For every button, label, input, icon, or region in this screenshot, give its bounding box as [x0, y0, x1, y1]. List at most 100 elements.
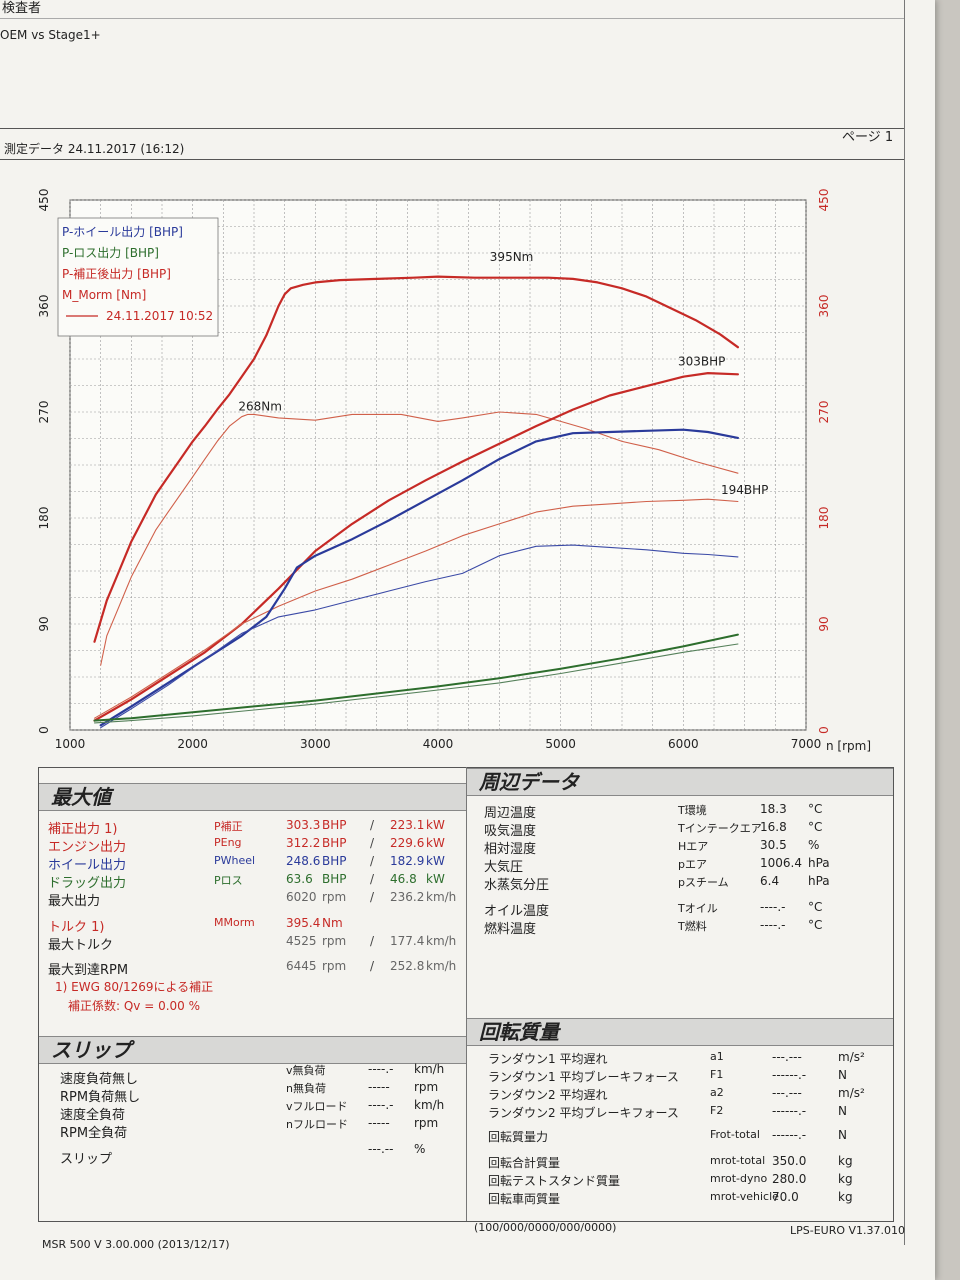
x-tick-label: 5000 — [545, 737, 576, 751]
ambient-row-unit: °C — [808, 802, 823, 816]
ambient-row-label: 燃料温度 — [484, 922, 537, 937]
footer-version: LPS-EURO V1.37.010 — [790, 1224, 906, 1237]
max-row-unit2: kW — [426, 854, 445, 868]
max-row-label: トルク 1) — [48, 920, 105, 935]
x-tick-label: 6000 — [668, 737, 699, 751]
rotation-row-label: 回転質量力 — [488, 1130, 549, 1144]
y-right-tick-label: 360 — [817, 295, 831, 318]
annotation-label: 303BHP — [678, 355, 725, 369]
y-right-tick-label: 90 — [817, 616, 831, 631]
max-row-value2: 177.4 — [390, 934, 425, 948]
slip-row-label: RPM負荷無し — [60, 1090, 141, 1105]
max-row-unit2: kW — [426, 836, 445, 850]
x-tick-label: 7000 — [791, 737, 822, 751]
max-row-value2: 229.6 — [390, 836, 425, 850]
slip-row-value: ----- — [368, 1116, 390, 1130]
report-title: OEM vs Stage1+ — [0, 28, 101, 42]
max-row-value2: 46.8 — [390, 872, 417, 886]
max-row-sep: / — [370, 818, 375, 832]
max-row-symbol: Pロス — [214, 874, 243, 887]
rotation-row-label: 回転合計質量 — [488, 1156, 561, 1170]
rotation-row-value: 280.0 — [772, 1172, 807, 1186]
max-row-label: 最大到達RPM — [48, 963, 129, 978]
max-row-label: ホイール出力 — [48, 858, 127, 873]
max-row-sep: / — [370, 890, 375, 904]
max-row-label: ドラッグ出力 — [48, 876, 127, 891]
legend-entry: P-ロス出力 [BHP] — [62, 246, 159, 260]
max-row-value2: 252.8 — [390, 959, 425, 973]
footnote-correction: 1) EWG 80/1269による補正 — [55, 980, 214, 994]
ambient-row-unit: hPa — [808, 856, 830, 870]
ambient-row-label: 周辺温度 — [484, 806, 537, 821]
ambient-row-unit: °C — [808, 900, 823, 914]
rotation-row-label: ランダウン2 平均ブレーキフォース — [488, 1106, 679, 1120]
series-line-5 — [99, 428, 740, 727]
slip-row-unit: km/h — [414, 1098, 445, 1112]
ambient-row-value: 16.8 — [760, 820, 787, 834]
slip-row-unit: km/h — [414, 1062, 445, 1076]
rotation-row-unit: kg — [838, 1172, 853, 1186]
rotation-row-label: ランダウン2 平均遅れ — [488, 1088, 608, 1102]
footer-code: (100/000/0000/000/0000) — [474, 1221, 617, 1234]
max-row-symbol: P補正 — [214, 820, 243, 833]
max-row-value1: 6445 — [286, 959, 317, 973]
ambient-row-value: 6.4 — [760, 874, 780, 888]
measurement-label: 測定データ 24.11.2017 (16:12) — [4, 142, 185, 156]
slip-row-value: ----.- — [368, 1062, 394, 1076]
slip-row-unit: rpm — [414, 1080, 439, 1094]
ambient-row-label: 吸気温度 — [484, 824, 537, 839]
rotation-row-value: ------.- — [772, 1068, 807, 1082]
x-tick-label: 4000 — [423, 737, 454, 751]
ambient-row-label: 相対湿度 — [484, 842, 537, 857]
max-row-label: 最大トルク — [48, 938, 114, 953]
power-torque-chart: 1000 2000 3000 4000 5000 6000 7000 n [rpm] 0 90 18… — [37, 189, 871, 753]
y-left-tick-label: 360 — [37, 295, 51, 318]
rotation-row-unit: N — [838, 1068, 847, 1082]
max-row-value1: 248.6 — [286, 854, 321, 868]
slip-row-value: ---.-- — [368, 1142, 394, 1156]
rotation-row-label: 回転テストスタンド質量 — [488, 1174, 621, 1188]
rotation-row-symbol: Frot-total — [710, 1128, 760, 1141]
y-left-tick-label: 270 — [37, 401, 51, 424]
max-row-value2: 223.1 — [390, 818, 425, 832]
x-tick-label: 1000 — [55, 737, 86, 751]
max-row-value1: 312.2 — [286, 836, 321, 850]
ambient-row-label: オイル温度 — [484, 904, 550, 919]
rotation-row-value: ---.--- — [772, 1050, 802, 1064]
rotation-row-label: ランダウン1 平均遅れ — [488, 1052, 608, 1066]
max-row-unit2: km/h — [426, 890, 457, 904]
ambient-row-value: ----.- — [760, 900, 786, 914]
ambient-title: 周辺データ — [467, 768, 893, 796]
slip-row-symbol: n無負荷 — [286, 1082, 326, 1095]
ambient-row-value: 1006.4 — [760, 856, 802, 870]
max-row-unit2: kW — [426, 818, 445, 832]
slip-title: スリップ — [39, 1036, 466, 1064]
rotation-row-value: 350.0 — [772, 1154, 807, 1168]
series-line-4 — [93, 498, 739, 719]
legend-entry: P-補正後出力 [BHP] — [62, 267, 171, 281]
y-right-tick-label: 270 — [817, 401, 831, 424]
rotation-row-symbol: a2 — [710, 1086, 724, 1099]
rotation-row-symbol: mrot-dyno — [710, 1172, 768, 1185]
max-row-sep: / — [370, 959, 375, 973]
ambient-row-unit: % — [808, 838, 820, 852]
max-row-unit1: BHP — [322, 854, 347, 868]
max-row-symbol: PWheel — [214, 854, 256, 867]
slip-row-label: スリップ — [60, 1152, 113, 1167]
ambient-row-symbol: Hエア — [678, 840, 709, 853]
series-line-1 — [93, 275, 740, 643]
max-row-value1: 63.6 — [286, 872, 313, 886]
report-sheet: 検査者 OEM vs Stage1+ 測定データ 24.11.2017 (16:… — [0, 0, 935, 1280]
rotation-row-unit: N — [838, 1128, 847, 1142]
rotation-row-unit: N — [838, 1104, 847, 1118]
series-line-3 — [93, 372, 740, 722]
y-left-tick-label: 0 — [37, 726, 51, 734]
slip-row-symbol: vフルロード — [286, 1100, 348, 1113]
slip-row-symbol: nフルロード — [286, 1118, 348, 1131]
ambient-row-value: ----.- — [760, 918, 786, 932]
rotation-row-symbol: F1 — [710, 1068, 724, 1081]
series-line-8 — [93, 643, 739, 724]
max-row-unit2: km/h — [426, 959, 457, 973]
slip-row-label: 速度負荷無し — [60, 1072, 139, 1087]
max-row-value1: 395.4 — [286, 916, 321, 930]
